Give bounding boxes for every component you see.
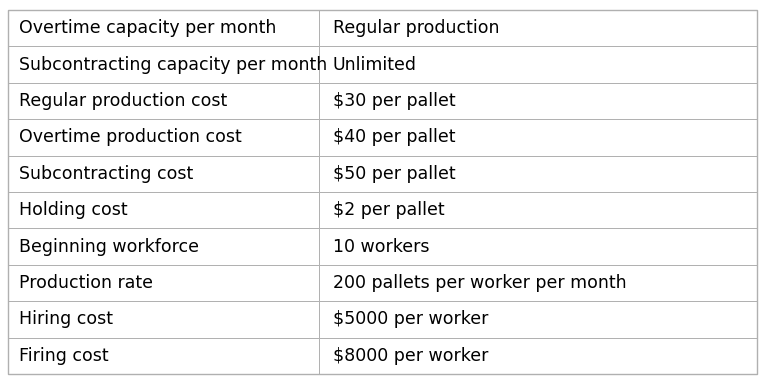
Bar <box>319 338 757 374</box>
Text: 200 pallets per worker per month: 200 pallets per worker per month <box>333 274 627 292</box>
Text: Production rate: Production rate <box>19 274 153 292</box>
Bar <box>319 155 757 192</box>
Bar <box>8 265 319 301</box>
Bar <box>8 192 319 228</box>
Text: $5000 per worker: $5000 per worker <box>333 311 488 329</box>
Text: Subcontracting capacity per month: Subcontracting capacity per month <box>19 56 327 74</box>
Bar <box>319 228 757 265</box>
Bar <box>8 83 319 119</box>
Text: Overtime capacity per month: Overtime capacity per month <box>19 19 276 37</box>
Bar <box>8 301 319 338</box>
Bar <box>8 155 319 192</box>
Bar <box>319 119 757 155</box>
Text: 10 workers: 10 workers <box>333 238 429 256</box>
Text: Unlimited: Unlimited <box>333 56 417 74</box>
Text: Hiring cost: Hiring cost <box>19 311 113 329</box>
Text: $50 per pallet: $50 per pallet <box>333 165 455 183</box>
Text: $8000 per worker: $8000 per worker <box>333 347 488 365</box>
Bar <box>319 10 757 46</box>
Text: Regular production cost: Regular production cost <box>19 92 227 110</box>
Text: Overtime production cost: Overtime production cost <box>19 128 242 146</box>
Text: Regular production: Regular production <box>333 19 500 37</box>
Bar <box>319 46 757 83</box>
Bar <box>319 301 757 338</box>
Text: Firing cost: Firing cost <box>19 347 109 365</box>
Text: Holding cost: Holding cost <box>19 201 128 219</box>
Bar <box>319 83 757 119</box>
Bar <box>319 192 757 228</box>
Bar <box>319 265 757 301</box>
Text: $30 per pallet: $30 per pallet <box>333 92 455 110</box>
Bar <box>8 10 319 46</box>
Text: $40 per pallet: $40 per pallet <box>333 128 455 146</box>
Bar <box>8 338 319 374</box>
Text: Beginning workforce: Beginning workforce <box>19 238 199 256</box>
Text: $2 per pallet: $2 per pallet <box>333 201 444 219</box>
Bar <box>8 119 319 155</box>
Bar <box>8 228 319 265</box>
Bar <box>8 46 319 83</box>
Text: Subcontracting cost: Subcontracting cost <box>19 165 194 183</box>
